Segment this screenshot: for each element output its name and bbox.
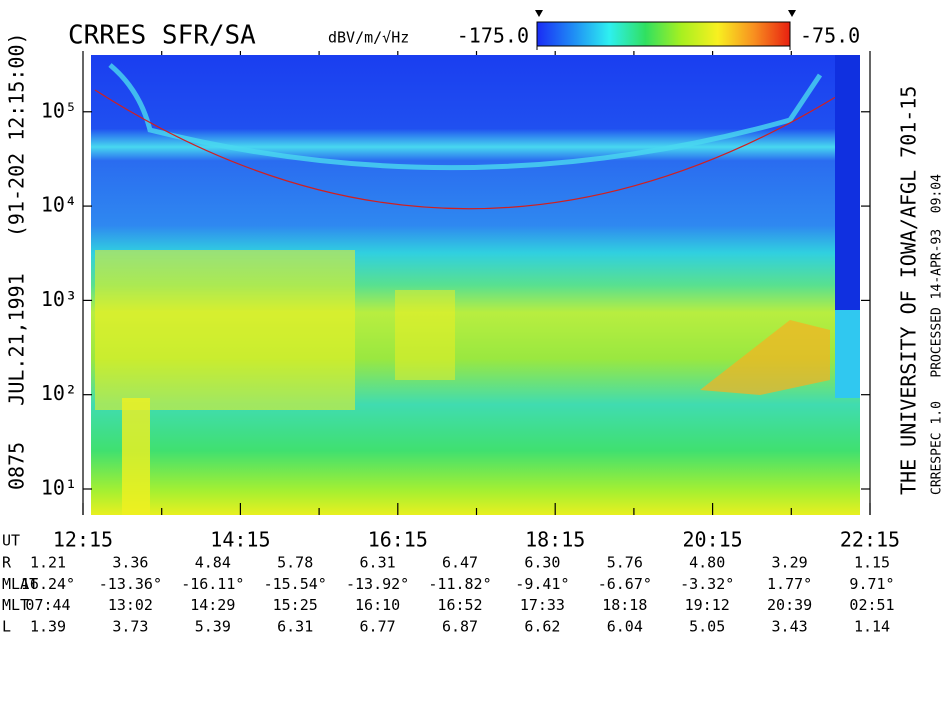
ephemeris-value: 1.77° [767, 575, 812, 593]
ephemeris-value: 16:10 [355, 596, 400, 614]
right-caption: THE UNIVERSITY OF IOWA/AFGL 701-15 [897, 86, 921, 495]
ephemeris-label: L [2, 617, 11, 635]
ephemeris-value: 16:52 [437, 596, 482, 614]
ephemeris-value: 15:25 [273, 596, 318, 614]
x-tick-label: 16:15 [368, 528, 428, 552]
colorbar [536, 21, 791, 47]
x-tick-label: 18:15 [525, 528, 585, 552]
ephemeris-value: 1.21 [30, 554, 66, 572]
ephemeris-value: 6.04 [607, 617, 643, 635]
y-tick-label: 10⁴ [41, 193, 77, 217]
ephemeris-value: -15.54° [264, 575, 327, 593]
colorbar-markers [535, 10, 796, 17]
ephemeris-value: 6.47 [442, 554, 478, 572]
x-tick-label: 20:15 [682, 528, 742, 552]
ephemeris-value: -11.82° [428, 575, 491, 593]
ephemeris-value: 3.29 [772, 554, 808, 572]
chart-title: CRRES SFR/SA [68, 21, 256, 51]
ephemeris-value: 20:39 [767, 596, 812, 614]
ephemeris-value: 07:44 [25, 596, 70, 614]
ephemeris-value: 6.87 [442, 617, 478, 635]
ephemeris-value: 1.15 [854, 554, 890, 572]
ephemeris-value: 6.30 [524, 554, 560, 572]
ephemeris-value: 5.78 [277, 554, 313, 572]
ephemeris-value: 3.36 [112, 554, 148, 572]
ephemeris-value: -3.32° [680, 575, 734, 593]
left-caption: 0875 JUL.21,1991 (91-202 12:15:00) [5, 32, 29, 490]
ephemeris-value: 6.77 [360, 617, 396, 635]
spectrogram-image [91, 55, 860, 515]
ephemeris-value: 5.39 [195, 617, 231, 635]
ephemeris-value: 02:51 [849, 596, 894, 614]
ephemeris-value: 1.14 [854, 617, 890, 635]
ephemeris-value: 13:02 [108, 596, 153, 614]
colorbar-label: dBV/m/√Hz [328, 29, 409, 47]
ephemeris-value: -13.36° [99, 575, 162, 593]
ephemeris-value: 5.76 [607, 554, 643, 572]
ephemeris-value: 5.05 [689, 617, 725, 635]
ephemeris-value: 3.73 [112, 617, 148, 635]
ephemeris-value: -6.67° [598, 575, 652, 593]
ephemeris-value: 16.24° [21, 575, 75, 593]
x-tick-label: 12:15 [53, 528, 113, 552]
ephemeris-label: MLAT [2, 575, 38, 593]
ephemeris-value: 19:12 [685, 596, 730, 614]
x-tick-label: 14:15 [210, 528, 270, 552]
y-tick-label: 10⁵ [41, 98, 77, 122]
ephemeris-label: MLT [2, 596, 29, 614]
colorbar-tick-label: -175.0 [457, 24, 529, 48]
ephemeris-value: 6.31 [360, 554, 396, 572]
ephemeris-value: 18:18 [602, 596, 647, 614]
ephemeris-label: R [2, 554, 12, 572]
y-tick-label: 10³ [41, 287, 77, 311]
colorbar-tick-label: -75.0 [800, 24, 860, 48]
ephemeris-value: 17:33 [520, 596, 565, 614]
ephemeris-value: 14:29 [190, 596, 235, 614]
right-subcaption: CRRESPEC 1.0 PROCESSED 14-APR-93 09:04 [930, 174, 945, 495]
ephemeris-value: -9.41° [515, 575, 569, 593]
ephemeris-value: 6.62 [524, 617, 560, 635]
ephemeris-value: 4.84 [195, 554, 231, 572]
ephemeris-value: -16.11° [181, 575, 244, 593]
x-tick-label: 22:15 [840, 528, 900, 552]
x-axis-label: UT [2, 532, 20, 550]
ephemeris-value: 1.39 [30, 617, 66, 635]
ephemeris-value: 3.43 [772, 617, 808, 635]
ephemeris-value: 9.71° [849, 575, 894, 593]
ephemeris-value: 6.31 [277, 617, 313, 635]
y-tick-label: 10¹ [41, 475, 77, 499]
ephemeris-value: 4.80 [689, 554, 725, 572]
y-tick-label: 10² [41, 381, 77, 405]
ephemeris-value: -13.92° [346, 575, 409, 593]
